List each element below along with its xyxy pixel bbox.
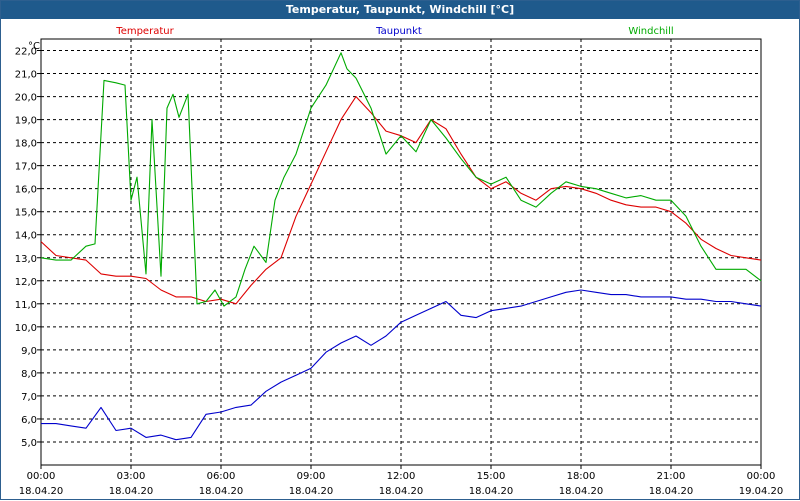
legend-windchill: Windchill — [628, 26, 673, 37]
y-axis-ticks: 5,0 6,0 7,0 8,0 9,0 10,0 11,0 12,0 13,0 14,0 15,0 1… — [15, 47, 41, 449]
grid-lines — [41, 39, 761, 465]
y-tick-label: 8,0 — [21, 369, 37, 380]
x-tick-time: 18:00 — [567, 471, 596, 482]
chart-title: Temperatur, Taupunkt, Windchill [°C] — [1, 1, 799, 19]
y-tick-label: 16,0 — [15, 185, 37, 196]
x-tick-date: 18.04.20 — [109, 486, 154, 497]
x-tick-date: 18.04.20 — [289, 486, 334, 497]
y-tick-label: 11,0 — [15, 300, 37, 311]
y-tick-label: 10,0 — [15, 323, 37, 334]
x-tick-time: 21:00 — [657, 471, 686, 482]
x-tick-date: 18.04.20 — [379, 486, 424, 497]
x-tick-date: 18.04.20 — [199, 486, 244, 497]
x-tick-date: 18.04.20 — [649, 486, 694, 497]
x-tick-date: 18.04.20 — [559, 486, 604, 497]
x-tick-time: 15:00 — [477, 471, 506, 482]
y-tick-label: 5,0 — [21, 438, 37, 449]
x-tick-date: 18.04.20 — [19, 486, 64, 497]
series-lines — [40, 52, 762, 441]
x-tick-time: 09:00 — [297, 471, 326, 482]
x-tick-time: 00:00 — [747, 471, 776, 482]
x-tick-time: 12:00 — [387, 471, 416, 482]
y-tick-label: 12,0 — [15, 277, 37, 288]
y-tick-label: 22,0 — [15, 47, 37, 58]
y-tick-label: 18,0 — [15, 139, 37, 150]
x-tick-date: 18.04.20 — [469, 486, 514, 497]
y-tick-label: 15,0 — [15, 208, 37, 219]
y-tick-label: 13,0 — [15, 254, 37, 265]
y-tick-label: 7,0 — [21, 392, 37, 403]
y-tick-label: 14,0 — [15, 231, 37, 242]
y-tick-label: 19,0 — [15, 116, 37, 127]
x-axis-ticks: 00:00 18.04.20 03:00 18.04.20 06:00 18.04.20 0… — [19, 465, 784, 497]
y-tick-label: 6,0 — [21, 415, 37, 426]
legend-taupunkt: Taupunkt — [375, 26, 422, 37]
series-line-taupunkt — [41, 289, 762, 441]
x-tick-time: 00:00 — [27, 471, 56, 482]
y-tick-label: 21,0 — [15, 70, 37, 81]
x-tick-time: 06:00 — [207, 471, 236, 482]
y-axis-label: °C — [28, 41, 40, 52]
legend-temperatur: Temperatur — [115, 26, 174, 37]
x-tick-date: 19.04.20 — [739, 486, 784, 497]
series-line-windchill — [40, 52, 762, 307]
x-tick-time: 03:00 — [117, 471, 146, 482]
y-tick-label: 20,0 — [15, 93, 37, 104]
y-tick-label: 9,0 — [21, 346, 37, 357]
y-tick-label: 17,0 — [15, 162, 37, 173]
